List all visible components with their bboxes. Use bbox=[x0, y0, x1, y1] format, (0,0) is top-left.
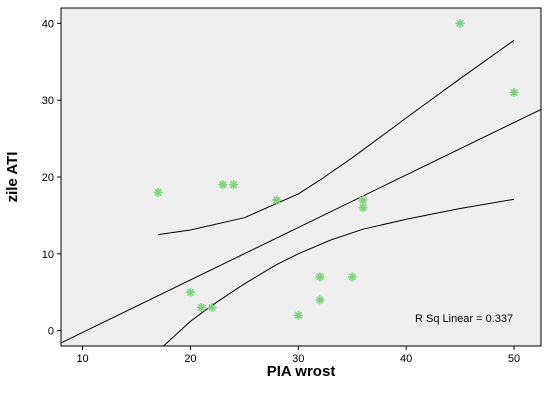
x-tick-label: 10 bbox=[76, 353, 88, 365]
y-tick-label: 20 bbox=[42, 172, 54, 184]
data-point bbox=[358, 203, 368, 213]
data-point bbox=[218, 180, 228, 190]
plot-area bbox=[61, 8, 541, 346]
data-point bbox=[293, 310, 303, 320]
data-point bbox=[185, 287, 195, 297]
y-axis: 0 10 20 30 40 bbox=[42, 18, 61, 338]
y-tick-label: 10 bbox=[42, 249, 54, 261]
y-tick-label: 40 bbox=[42, 18, 54, 30]
x-axis: 10 20 30 40 50 bbox=[76, 346, 520, 365]
y-axis-title: zile ATI bbox=[4, 152, 21, 203]
data-point bbox=[207, 303, 217, 313]
data-point bbox=[358, 195, 368, 205]
data-point bbox=[272, 195, 282, 205]
data-point bbox=[229, 180, 239, 190]
data-point bbox=[196, 303, 206, 313]
confidence-lower-line bbox=[163, 198, 515, 346]
data-point bbox=[153, 187, 163, 197]
data-point bbox=[455, 18, 465, 28]
x-tick-label: 50 bbox=[508, 353, 520, 365]
data-point bbox=[315, 295, 325, 305]
confidence-upper-line bbox=[158, 39, 515, 236]
data-point bbox=[347, 272, 357, 282]
x-axis-title: PIA wrost bbox=[267, 363, 336, 380]
data-point bbox=[509, 88, 519, 97]
x-tick-label: 20 bbox=[184, 353, 196, 365]
x-tick-label: 30 bbox=[292, 353, 304, 365]
confidence-lines bbox=[61, 39, 541, 346]
y-tick-label: 0 bbox=[48, 326, 54, 338]
y-tick-label: 30 bbox=[42, 95, 54, 107]
r-squared-annotation: R Sq Linear = 0.337 bbox=[415, 313, 513, 325]
regression-line bbox=[61, 108, 541, 344]
data-point bbox=[315, 272, 325, 282]
x-tick-label: 40 bbox=[400, 353, 412, 365]
data-points bbox=[153, 18, 519, 320]
